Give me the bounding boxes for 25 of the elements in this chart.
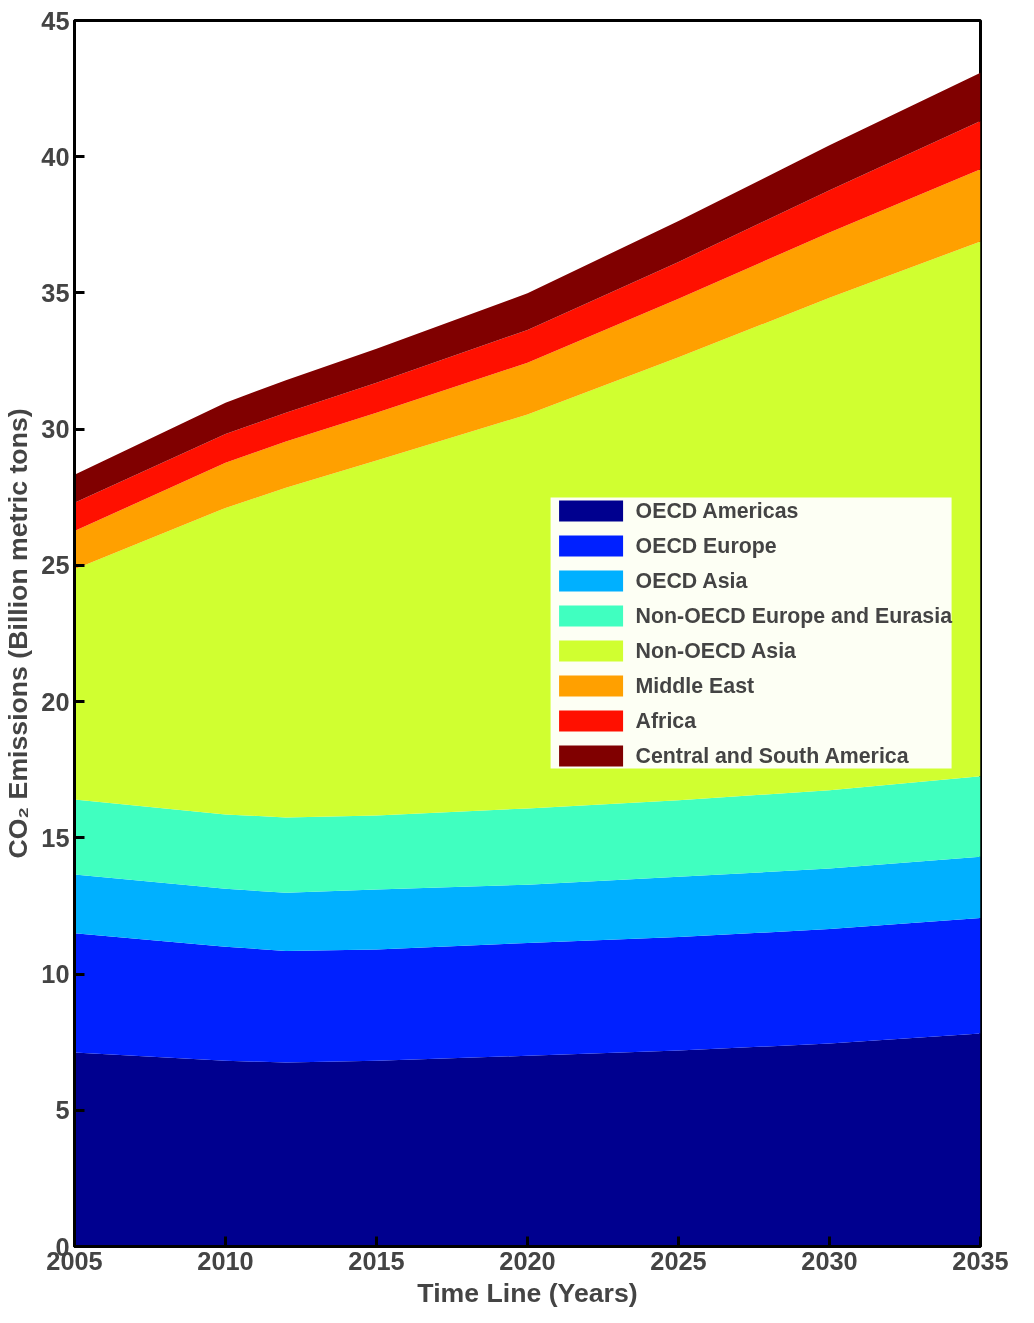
y-tick-label: 35 [41, 278, 70, 307]
x-tick-label: 2020 [499, 1246, 556, 1275]
legend-label: Non-OECD Europe and Eurasia [635, 603, 952, 628]
legend-label: Middle East [635, 673, 755, 698]
x-tick-label: 2010 [197, 1246, 254, 1275]
x-tick-label: 2035 [952, 1246, 1009, 1275]
y-tick-label: 45 [41, 6, 70, 35]
legend-label: Central and South America [635, 743, 909, 768]
y-tick-label: 20 [41, 687, 70, 716]
legend-label: OECD Americas [635, 498, 799, 523]
x-tick-label: 2030 [801, 1246, 858, 1275]
y-axis-title: CO₂ Emissions (Billion metric tons) [3, 408, 34, 859]
y-tick-label: 10 [41, 960, 70, 989]
legend-label: OECD Asia [635, 568, 748, 593]
y-tick-label: 15 [41, 823, 70, 852]
y-tick-label: 40 [41, 142, 70, 171]
x-tick-label: 2015 [348, 1246, 405, 1275]
y-tick-label: 30 [41, 415, 70, 444]
legend-label: OECD Europe [635, 533, 777, 558]
legend-label: Non-OECD Asia [635, 638, 796, 663]
legend-label: Africa [635, 708, 697, 733]
y-tick-label: 5 [55, 1096, 70, 1125]
x-tick-label: 2025 [650, 1246, 707, 1275]
x-axis-title: Time Line (Years) [417, 1277, 638, 1308]
y-tick-label: 25 [41, 551, 70, 580]
